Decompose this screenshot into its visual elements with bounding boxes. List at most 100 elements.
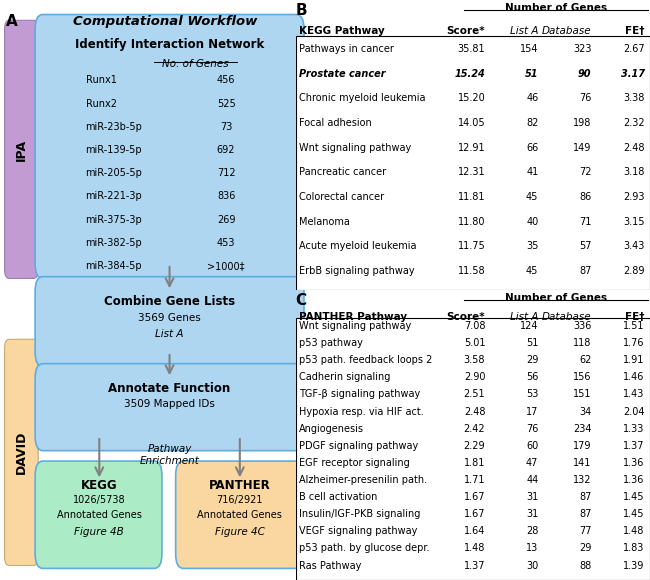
Text: 45: 45 <box>526 192 538 202</box>
Text: 323: 323 <box>573 44 592 54</box>
Text: 51: 51 <box>525 69 538 79</box>
Text: Wnt signaling pathway: Wnt signaling pathway <box>299 321 411 331</box>
Text: 1.51: 1.51 <box>623 321 645 331</box>
Text: Computational Workflow: Computational Workflow <box>73 14 257 27</box>
Text: 11.81: 11.81 <box>458 192 486 202</box>
Text: 1026/5738: 1026/5738 <box>73 495 125 505</box>
Text: 76: 76 <box>526 423 538 434</box>
Text: Annotate Function: Annotate Function <box>109 382 231 394</box>
Text: Figure 4B: Figure 4B <box>74 527 124 536</box>
Text: Cadherin signaling: Cadherin signaling <box>299 372 391 382</box>
Text: 1.37: 1.37 <box>463 560 486 571</box>
Text: 11.58: 11.58 <box>458 266 486 276</box>
Text: p53 path. by glucose depr.: p53 path. by glucose depr. <box>299 543 430 553</box>
Text: 87: 87 <box>579 509 592 519</box>
Text: p53 path. feedback loops 2: p53 path. feedback loops 2 <box>299 355 433 365</box>
Text: miR-382-5p: miR-382-5p <box>86 238 142 248</box>
Text: 1.43: 1.43 <box>623 390 645 400</box>
Text: 2.48: 2.48 <box>623 143 645 153</box>
FancyBboxPatch shape <box>35 364 304 451</box>
Text: Figure 4C: Figure 4C <box>215 527 265 536</box>
Text: 1.67: 1.67 <box>463 509 486 519</box>
Text: C: C <box>296 293 307 308</box>
Text: Runx1: Runx1 <box>86 75 116 85</box>
Text: Score*: Score* <box>447 312 486 322</box>
Text: 156: 156 <box>573 372 592 382</box>
Text: miR-221-3p: miR-221-3p <box>86 191 142 201</box>
Text: 269: 269 <box>217 215 235 224</box>
Text: 1.36: 1.36 <box>623 475 645 485</box>
Text: 1.67: 1.67 <box>463 492 486 502</box>
Text: 34: 34 <box>579 407 592 416</box>
Text: B cell activation: B cell activation <box>299 492 378 502</box>
Text: 31: 31 <box>526 492 538 502</box>
Text: 87: 87 <box>579 266 592 276</box>
FancyBboxPatch shape <box>296 318 650 580</box>
Text: 2.48: 2.48 <box>463 407 486 416</box>
Text: No. of Genes: No. of Genes <box>162 59 229 69</box>
Text: 712: 712 <box>216 168 235 178</box>
Text: 66: 66 <box>526 143 538 153</box>
Text: IPA: IPA <box>15 139 28 161</box>
Text: 1.76: 1.76 <box>623 338 645 348</box>
Text: Pathways in cancer: Pathways in cancer <box>299 44 394 54</box>
Text: 3509 Mapped IDs: 3509 Mapped IDs <box>124 399 215 409</box>
Text: 154: 154 <box>520 44 538 54</box>
Text: 716/2921: 716/2921 <box>216 495 263 505</box>
Text: 5.01: 5.01 <box>463 338 486 348</box>
Text: PDGF signaling pathway: PDGF signaling pathway <box>299 441 419 451</box>
FancyBboxPatch shape <box>35 277 304 367</box>
Text: 336: 336 <box>573 321 592 331</box>
Text: 453: 453 <box>217 238 235 248</box>
FancyBboxPatch shape <box>5 339 38 566</box>
Text: 62: 62 <box>579 355 592 365</box>
Text: 76: 76 <box>579 93 592 103</box>
Text: 45: 45 <box>526 266 538 276</box>
Text: Annotated Genes: Annotated Genes <box>198 510 282 520</box>
Text: miR-384-5p: miR-384-5p <box>86 261 142 271</box>
Text: Melanoma: Melanoma <box>299 217 350 227</box>
Text: 2.42: 2.42 <box>463 423 486 434</box>
Text: 3.18: 3.18 <box>623 168 645 177</box>
Text: Insulin/IGF-PKB signaling: Insulin/IGF-PKB signaling <box>299 509 421 519</box>
Text: Runx2: Runx2 <box>86 99 116 108</box>
Text: 132: 132 <box>573 475 592 485</box>
Text: 1.83: 1.83 <box>623 543 645 553</box>
Text: 46: 46 <box>526 93 538 103</box>
Text: Annotated Genes: Annotated Genes <box>57 510 142 520</box>
Text: 73: 73 <box>220 122 232 132</box>
FancyBboxPatch shape <box>176 461 302 568</box>
Text: ErbB signaling pathway: ErbB signaling pathway <box>299 266 415 276</box>
Text: 1.33: 1.33 <box>623 423 645 434</box>
FancyBboxPatch shape <box>35 461 162 568</box>
Text: Ras Pathway: Ras Pathway <box>299 560 361 571</box>
Text: miR-205-5p: miR-205-5p <box>86 168 142 178</box>
Text: Wnt signaling pathway: Wnt signaling pathway <box>299 143 411 153</box>
Text: 15.20: 15.20 <box>458 93 486 103</box>
Text: 2.04: 2.04 <box>623 407 645 416</box>
Text: 13: 13 <box>526 543 538 553</box>
Text: 2.90: 2.90 <box>463 372 486 382</box>
Text: 31: 31 <box>526 509 538 519</box>
Text: 88: 88 <box>579 560 592 571</box>
Text: 53: 53 <box>526 390 538 400</box>
Text: 3.38: 3.38 <box>623 93 645 103</box>
Text: 1.45: 1.45 <box>623 492 645 502</box>
Text: 149: 149 <box>573 143 592 153</box>
Text: Identify Interaction Network: Identify Interaction Network <box>75 38 264 50</box>
FancyBboxPatch shape <box>296 36 650 290</box>
Text: Combine Gene Lists: Combine Gene Lists <box>104 295 235 308</box>
Text: 124: 124 <box>520 321 538 331</box>
Text: 41: 41 <box>526 168 538 177</box>
Text: 90: 90 <box>578 69 592 79</box>
Text: 40: 40 <box>526 217 538 227</box>
Text: 141: 141 <box>573 458 592 468</box>
Text: 179: 179 <box>573 441 592 451</box>
Text: Colorectal cancer: Colorectal cancer <box>299 192 384 202</box>
Text: >1000‡: >1000‡ <box>207 261 245 271</box>
Text: Database: Database <box>542 312 592 322</box>
Text: 29: 29 <box>579 543 592 553</box>
Text: FE†: FE† <box>625 312 645 322</box>
Text: EGF receptor signaling: EGF receptor signaling <box>299 458 410 468</box>
Text: 1.48: 1.48 <box>464 543 486 553</box>
